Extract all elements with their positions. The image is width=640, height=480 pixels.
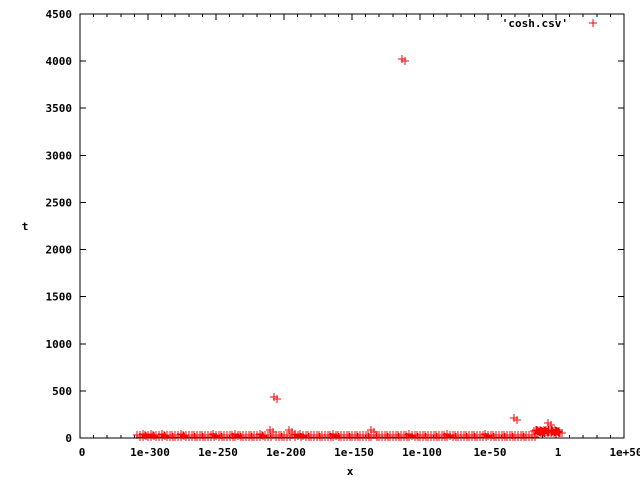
- legend-marker: [589, 19, 597, 27]
- legend-marker-plus: [589, 19, 597, 27]
- data-point: [161, 432, 169, 440]
- y-tick-label: 1000: [46, 338, 73, 351]
- x-tick-label: 1e-300: [130, 446, 170, 459]
- data-point: [150, 432, 158, 440]
- data-point: [558, 429, 566, 437]
- data-point: [513, 416, 521, 424]
- data-point: [180, 432, 188, 440]
- data-point: [547, 421, 555, 429]
- x-tick-label: 1e-200: [266, 446, 306, 459]
- y-tick-label: 4500: [46, 8, 73, 21]
- y-tick-label: 3500: [46, 102, 73, 115]
- y-tick-label: 3000: [46, 149, 73, 162]
- x-axis-label: x: [347, 465, 354, 478]
- x-tick-label: 1e-100: [402, 446, 442, 459]
- x-tick-label: 1: [555, 446, 562, 459]
- plot-border: [79, 13, 625, 439]
- data-point: [554, 428, 562, 436]
- x-tick-label: 0: [79, 446, 86, 459]
- legend-label: 'cosh.csv': [502, 17, 568, 30]
- y-axis-label: t: [22, 220, 29, 233]
- data-point: [273, 395, 281, 403]
- y-tick-label: 0: [65, 432, 72, 445]
- data-point: [142, 432, 150, 440]
- data-point: [401, 57, 409, 65]
- x-tick-label: 1e-250: [198, 446, 238, 459]
- y-tick-label: 2000: [46, 244, 73, 257]
- y-tick-label: 1500: [46, 291, 73, 304]
- x-tick-label: 1e-50: [473, 446, 506, 459]
- y-tick-label: 500: [52, 385, 72, 398]
- legend: 'cosh.csv': [502, 17, 597, 30]
- data-points: [133, 55, 566, 441]
- x-tick-label: 1e-150: [334, 446, 374, 459]
- y-tick-label: 2500: [46, 196, 73, 209]
- axes: 0 500 1000 1500 2000 2500 3000 3500 4000 4500 0 1e-…: [46, 8, 640, 459]
- data-point: [531, 433, 539, 441]
- x-tick-label: 1e+50: [609, 446, 640, 459]
- data-point: [259, 432, 267, 440]
- y-tick-label: 4000: [46, 55, 73, 68]
